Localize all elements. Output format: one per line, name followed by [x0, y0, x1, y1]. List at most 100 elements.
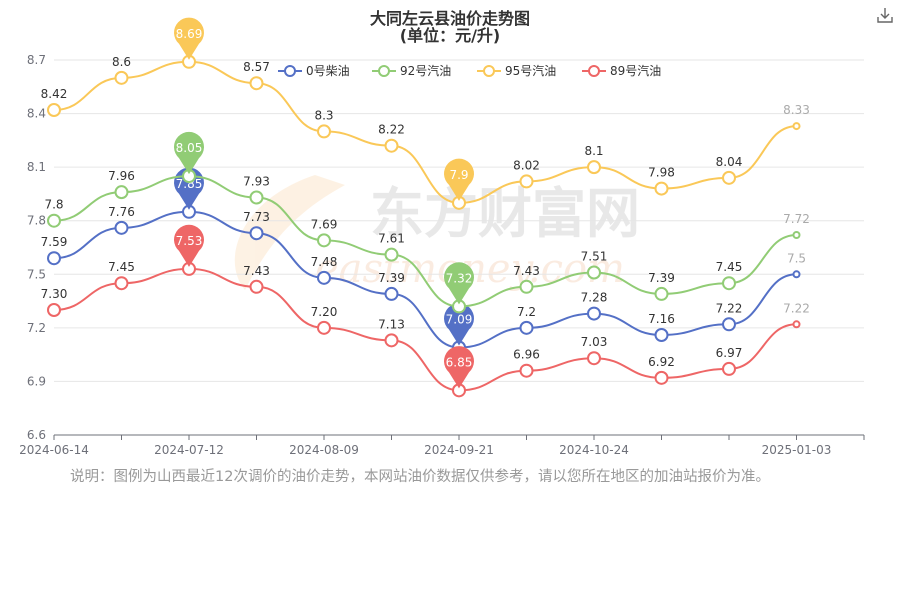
data-point[interactable]: [587, 265, 601, 280]
data-point[interactable]: [114, 185, 129, 200]
data-point[interactable]: [47, 251, 61, 266]
max-marker-label: 8.69: [176, 27, 203, 41]
data-point[interactable]: [654, 370, 669, 385]
data-point[interactable]: [47, 303, 61, 317]
data-label: 7.76: [108, 205, 135, 219]
x-tick-label: 2024-08-09: [289, 443, 359, 457]
data-label: 6.97: [716, 346, 743, 360]
data-label: 7.45: [108, 260, 135, 274]
data-point[interactable]: [792, 270, 801, 279]
legend-item-1[interactable]: 92号汽油: [372, 63, 451, 78]
data-point[interactable]: [792, 320, 801, 329]
data-label: 7.69: [311, 217, 338, 231]
download-icon[interactable]: [876, 6, 894, 24]
data-point[interactable]: [792, 231, 801, 239]
x-tick-label: 2025-01-03: [762, 443, 832, 457]
data-label: 7.03: [581, 335, 608, 349]
data-point[interactable]: [654, 286, 669, 301]
data-point[interactable]: [519, 279, 534, 294]
data-label: 7.22: [716, 301, 743, 315]
data-point[interactable]: [722, 317, 736, 332]
data-label: 8.1: [584, 144, 603, 158]
series-2: 8.42 8.6 8.57 8.3 8.22 8.02 8.1 7.98 8.04 8.33 8.6…: [41, 17, 810, 210]
data-label: 7.51: [581, 250, 608, 264]
legend-label: 89号汽油: [610, 63, 661, 78]
data-point[interactable]: [47, 103, 61, 117]
data-point[interactable]: [587, 351, 601, 366]
data-label: 8.22: [378, 123, 405, 137]
x-tick-label: 2024-09-21: [424, 443, 494, 457]
max-marker: [174, 167, 204, 210]
data-label: 8.3: [314, 108, 333, 122]
data-point[interactable]: [722, 276, 736, 291]
data-point[interactable]: [317, 320, 331, 335]
data-point[interactable]: [384, 247, 399, 262]
data-label: 7.30: [41, 287, 68, 301]
data-point[interactable]: [317, 233, 331, 248]
data-point[interactable]: [114, 70, 129, 85]
y-tick-label: 7.5: [27, 267, 46, 281]
data-point[interactable]: [384, 286, 399, 301]
data-point[interactable]: [654, 181, 669, 196]
data-point[interactable]: [249, 190, 264, 205]
data-point[interactable]: [384, 333, 399, 348]
data-point[interactable]: [249, 76, 264, 91]
data-point[interactable]: [587, 306, 601, 321]
data-label: 7.59: [41, 235, 68, 249]
data-label: 7.43: [243, 264, 270, 278]
data-point[interactable]: [722, 361, 736, 376]
data-point[interactable]: [519, 320, 534, 335]
data-label: 8.57: [243, 60, 270, 74]
data-point[interactable]: [587, 160, 601, 175]
data-label: 7.2: [517, 305, 536, 319]
data-label: 7.39: [648, 271, 675, 285]
data-label: 7.20: [311, 305, 338, 319]
min-marker-label: 7.09: [446, 313, 473, 327]
data-point[interactable]: [114, 276, 129, 291]
data-point[interactable]: [114, 220, 129, 235]
legend-item-0[interactable]: 0号柴油: [278, 64, 350, 78]
data-point[interactable]: [249, 226, 264, 241]
data-point[interactable]: [47, 213, 61, 228]
data-point[interactable]: [519, 363, 534, 378]
legend: 0号柴油 92号汽油 95号汽油 89号汽油: [278, 63, 661, 78]
series-3: 7.30 7.45 7.43 7.20 7.13 6.96 7.03 6.92 6.97 7.22…: [41, 224, 810, 398]
chart-title: 大同左云县油价走势图: [369, 9, 530, 28]
data-label: 7.22: [783, 301, 810, 315]
min-marker-label: 7.32: [446, 271, 473, 285]
y-tick-label: 7.8: [27, 214, 46, 228]
y-tick-label: 8.7: [27, 53, 46, 67]
data-label: 7.43: [513, 264, 540, 278]
max-marker: [174, 224, 204, 267]
legend-label: 95号汽油: [505, 63, 556, 78]
data-point[interactable]: [792, 122, 801, 131]
data-point[interactable]: [317, 270, 331, 285]
series-line: [53, 267, 797, 392]
data-label: 7.73: [243, 210, 270, 224]
data-label: 7.45: [716, 260, 743, 274]
data-label: 8.04: [716, 155, 743, 169]
min-marker-label: 6.85: [446, 355, 473, 369]
legend-item-2[interactable]: 95号汽油: [477, 63, 556, 78]
legend-symbol: [378, 65, 390, 77]
data-point[interactable]: [519, 174, 534, 189]
y-tick-label: 8.1: [27, 160, 46, 174]
data-point[interactable]: [249, 279, 264, 294]
chart-note: 说明：图例为山西最近12次调价的油价走势，本网站油价数据仅供参考，请以您所在地区…: [70, 469, 770, 485]
data-label: 7.96: [108, 169, 135, 183]
legend-symbol: [588, 65, 600, 77]
data-point[interactable]: [654, 328, 669, 342]
min-marker: [444, 303, 475, 346]
legend-item-3[interactable]: 89号汽油: [582, 63, 661, 78]
y-tick-label: 7.2: [27, 321, 46, 335]
min-marker: [444, 158, 475, 201]
chart-subtitle: (单位：元/升): [399, 26, 501, 45]
data-point[interactable]: [317, 124, 331, 139]
legend-symbol: [483, 65, 495, 77]
data-point[interactable]: [722, 170, 736, 185]
data-label: 7.28: [581, 291, 608, 305]
data-label: 7.39: [378, 271, 405, 285]
max-marker-label: 7.85: [176, 177, 203, 191]
data-point[interactable]: [384, 138, 399, 153]
